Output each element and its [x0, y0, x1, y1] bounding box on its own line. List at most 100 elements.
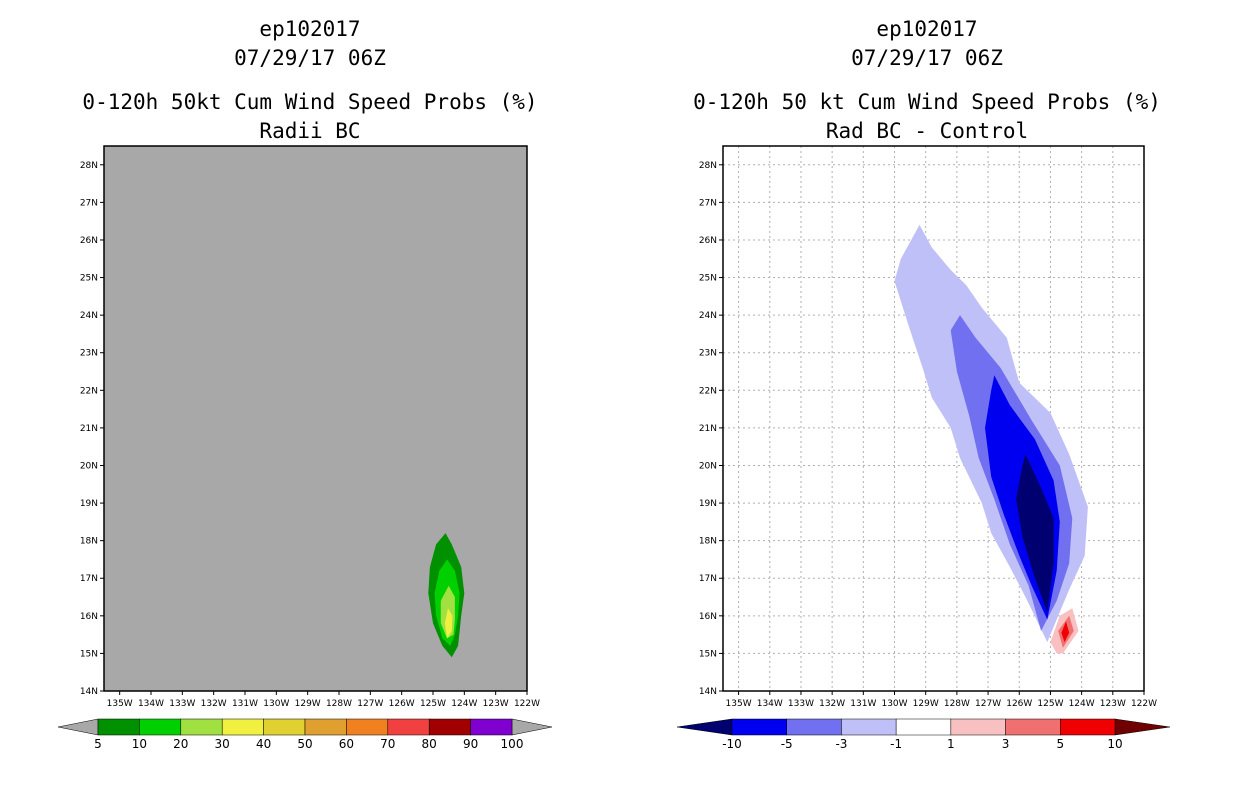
right-datetime: 07/29/17 06Z	[851, 46, 1003, 70]
plot-background	[723, 146, 1144, 691]
colorbar-swatch	[428, 718, 471, 736]
colorbar-swatch	[1060, 718, 1116, 736]
y-tick-label: 24N	[80, 311, 98, 321]
y-tick-label: 26N	[699, 236, 717, 246]
y-tick-label: 22N	[699, 386, 717, 396]
x-tick-label: 134W	[757, 699, 783, 709]
x-tick-label: 122W	[514, 699, 540, 709]
colorbar-level-label: 5	[94, 737, 102, 751]
colorbar-level-label: 70	[380, 737, 395, 751]
colorbar-swatch	[950, 718, 1006, 736]
contour-30-40	[444, 608, 453, 639]
colorbar-swatch	[841, 718, 897, 736]
left-subtitle: Radii BC	[259, 119, 361, 143]
x-tick-label: 127W	[975, 699, 1001, 709]
y-tick-label: 19N	[699, 499, 717, 509]
y-tick-label: 18N	[699, 537, 717, 547]
colorbar-level-label: 90	[463, 737, 478, 751]
x-tick-label: 124W	[451, 699, 477, 709]
y-tick-label: 16N	[699, 612, 717, 622]
right-title: 0-120h 50 kt Cum Wind Speed Probs (%)	[693, 90, 1161, 114]
y-tick-label: 21N	[80, 424, 98, 434]
colorbar-level-label: 80	[422, 737, 437, 751]
y-tick-label: 22N	[80, 386, 98, 396]
colorbar-over-triangle	[1114, 718, 1171, 736]
x-tick-label: 133W	[788, 699, 814, 709]
y-tick-label: 14N	[80, 687, 98, 697]
left-title: 0-120h 50kt Cum Wind Speed Probs (%)	[82, 90, 538, 114]
colorbar-level-label: 40	[256, 737, 271, 751]
y-tick-label: 19N	[80, 499, 98, 509]
left-storm-id: ep102017	[259, 17, 361, 41]
y-tick-label: 23N	[699, 349, 717, 359]
x-tick-label: 123W	[1100, 699, 1126, 709]
colorbar-swatch	[263, 718, 306, 736]
x-tick-label: 125W	[1037, 699, 1063, 709]
x-tick-label: 133W	[169, 699, 195, 709]
colorbar-level-label: 3	[1002, 737, 1010, 751]
colorbar-level-label: -10	[722, 737, 742, 751]
colorbar-swatch	[786, 718, 842, 736]
colorbar-level-label: -5	[781, 737, 793, 751]
colorbar-level-label: 20	[173, 737, 188, 751]
x-tick-label: 127W	[357, 699, 383, 709]
colorbar-swatch	[470, 718, 513, 736]
contour-<-10	[1016, 454, 1054, 613]
y-tick-label: 18N	[80, 537, 98, 547]
x-tick-label: 124W	[1069, 699, 1095, 709]
colorbar-swatch	[1005, 718, 1061, 736]
colorbar-swatch	[180, 718, 223, 736]
plot-background	[104, 146, 527, 691]
colorbar-over-triangle	[511, 718, 553, 736]
x-tick-label: 131W	[850, 699, 876, 709]
y-tick-label: 28N	[699, 161, 717, 171]
colorbar-swatch	[221, 718, 264, 736]
plot-frame	[722, 145, 1145, 692]
colorbar-under-triangle	[676, 718, 733, 736]
contour-5to10	[1061, 621, 1070, 643]
x-tick-label: 131W	[232, 699, 258, 709]
plot-frame	[103, 145, 528, 692]
colorbar-level-label: -1	[890, 737, 902, 751]
y-tick-label: 21N	[699, 424, 717, 434]
colorbar-level-label: 5	[1056, 737, 1064, 751]
x-tick-label: 125W	[420, 699, 446, 709]
colorbar-level-label: 30	[215, 737, 230, 751]
colorbar-level-label: 100	[501, 737, 524, 751]
y-tick-label: 26N	[80, 236, 98, 246]
x-tick-label: 134W	[138, 699, 164, 709]
y-tick-label: 16N	[80, 612, 98, 622]
colorbar-swatch	[731, 718, 787, 736]
colorbar-level-label: -3	[835, 737, 847, 751]
x-tick-label: 135W	[726, 699, 752, 709]
colorbar-level-label: 10	[132, 737, 147, 751]
y-tick-label: 25N	[699, 274, 717, 284]
x-tick-label: 128W	[326, 699, 352, 709]
colorbar-level-label: 10	[1107, 737, 1122, 751]
y-tick-label: 24N	[699, 311, 717, 321]
x-tick-label: 128W	[944, 699, 970, 709]
y-tick-label: 20N	[699, 461, 717, 471]
colorbar-level-label: 1	[947, 737, 955, 751]
x-tick-label: 135W	[107, 699, 133, 709]
y-tick-label: 28N	[80, 161, 98, 171]
right-chart: 135W 134W 133W 132W 131W 130W 129W 128W 127W 126W…	[676, 145, 1171, 751]
colorbar-swatch	[387, 718, 430, 736]
colorbar-swatch	[97, 718, 140, 736]
colorbar-level-label: 50	[297, 737, 312, 751]
y-tick-label: 14N	[699, 687, 717, 697]
x-tick-label: 130W	[263, 699, 289, 709]
y-tick-label: 25N	[80, 274, 98, 284]
x-tick-label: 129W	[295, 699, 321, 709]
right-storm-id: ep102017	[876, 17, 978, 41]
y-tick-label: 27N	[699, 198, 717, 208]
x-tick-label: 130W	[881, 699, 907, 709]
y-tick-label: 20N	[80, 461, 98, 471]
y-tick-label: 27N	[80, 198, 98, 208]
colorbar-level-label: 60	[339, 737, 354, 751]
y-tick-label: 15N	[80, 649, 98, 659]
x-tick-label: 126W	[1006, 699, 1032, 709]
left-datetime: 07/29/17 06Z	[234, 46, 386, 70]
colorbar-swatch	[304, 718, 347, 736]
left-chart: 135W 134W 133W 132W 131W 130W 129W 128W 127W 126W…	[57, 145, 553, 751]
